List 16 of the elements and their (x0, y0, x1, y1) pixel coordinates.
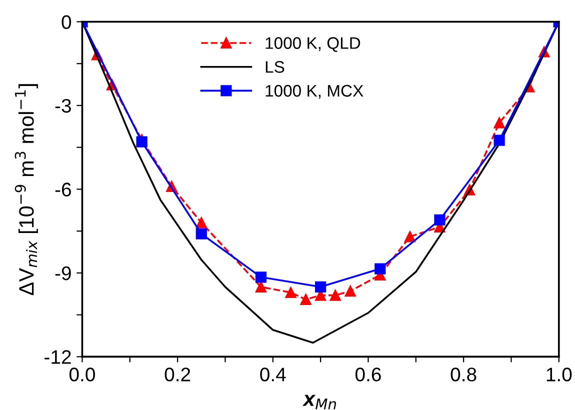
legend-label: 1000 K, MCX (266, 84, 364, 99)
x-tick-label: 0.6 (355, 368, 381, 382)
x-tick-label: 0.2 (164, 368, 190, 382)
x-tick-label: 0.0 (69, 368, 95, 382)
legend-label: LS (266, 61, 284, 73)
legend-label: 1000 K, QLD (266, 37, 360, 52)
y-tick-label: -6 (55, 182, 71, 196)
y-tick-label: -12 (44, 350, 71, 364)
x-tick-label: 1.0 (546, 368, 572, 382)
x-axis-title: x$_{Mn}$ (302, 394, 336, 410)
text: ΔV$_{mix}$ [10$^{−9}$ m$^{3}$ mol$^{−1}$] (14, 84, 38, 296)
x-tick-label: 0.8 (450, 368, 476, 382)
x-tick-label: 0.4 (260, 368, 286, 382)
y-tick-label: 0 (62, 15, 72, 29)
y-tick-label: -9 (55, 266, 71, 280)
y-tick-label: -3 (55, 98, 71, 113)
